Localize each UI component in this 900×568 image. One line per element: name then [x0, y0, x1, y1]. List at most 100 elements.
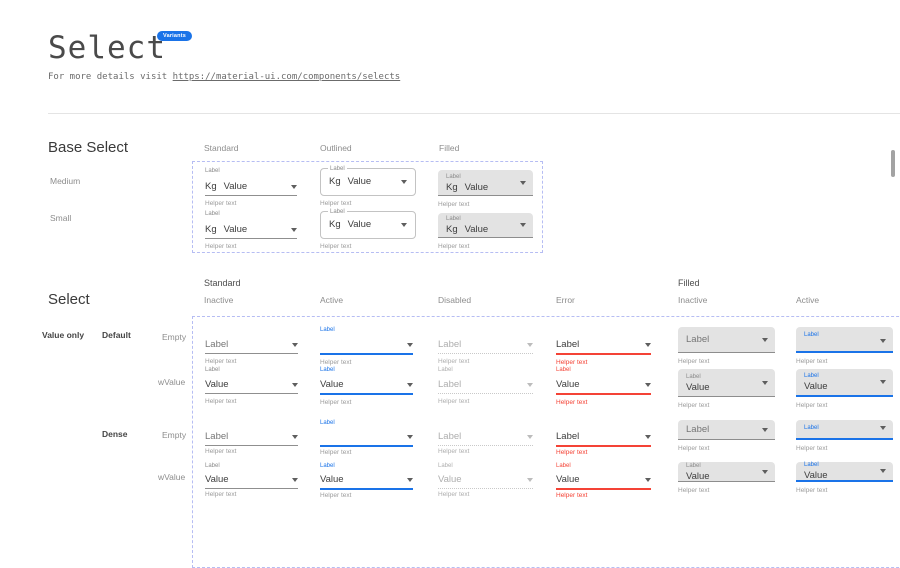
details-prefix: For more details visit	[48, 72, 173, 82]
select-standard-error-wvalue: Label Value Helper text	[556, 366, 651, 406]
dropdown-arrow-icon	[527, 435, 533, 439]
row-label-default: Default	[102, 330, 131, 340]
select-value: Value	[438, 474, 462, 485]
helper-text: Helper text	[320, 200, 352, 207]
dropdown-arrow-icon	[527, 343, 533, 347]
helper-text: Helper text	[556, 449, 588, 456]
select-label: Label	[320, 463, 335, 469]
select-input[interactable]: Value	[320, 375, 413, 395]
select-input[interactable]: Label Kg Value	[320, 208, 416, 239]
dropdown-arrow-icon	[880, 469, 886, 473]
dropdown-arrow-icon	[292, 478, 298, 482]
helper-text: Helper text	[438, 491, 470, 498]
helper-text: Helper text	[796, 487, 828, 494]
adornment-text: Kg	[205, 224, 217, 235]
details-line: For more details visit https://material-…	[48, 72, 400, 82]
dropdown-arrow-icon	[762, 337, 768, 342]
select-value: Kg Value	[329, 219, 372, 230]
select-label	[438, 326, 533, 335]
select-input[interactable]: Label	[205, 335, 298, 354]
helper-text: Helper text	[796, 445, 828, 452]
dropdown-arrow-icon	[401, 180, 407, 184]
page-title: Select	[48, 30, 166, 66]
helper-text: Helper text	[438, 358, 470, 365]
select-value: Value	[804, 470, 828, 481]
base-select-filled-medium: Label Kg Value Helper text	[438, 170, 533, 208]
dropdown-arrow-icon	[645, 435, 651, 439]
group-header-filled: Filled	[678, 278, 700, 288]
select-label: Label	[438, 463, 453, 469]
select-input[interactable]: Label Value	[796, 369, 893, 397]
select-input[interactable]	[320, 428, 413, 447]
select-filled-active-wvalue: Label Value Helper text	[796, 369, 893, 409]
helper-text: Helper text	[556, 492, 588, 499]
select-standard-disabled-wvalue-dense: Label Value Helper text	[438, 462, 533, 498]
select-filled-inactive-empty: Label Helper text	[678, 327, 775, 365]
select-input: Label	[438, 335, 533, 354]
select-input[interactable]: Label Value	[796, 462, 893, 482]
base-select-filled-small: Label Kg Value Helper text	[438, 213, 533, 250]
select-value: Value	[205, 379, 229, 390]
select-value: Value	[205, 474, 229, 485]
select-input[interactable]: Value	[556, 375, 651, 395]
select-input[interactable]: Label	[556, 428, 651, 447]
select-label	[205, 419, 298, 428]
dropdown-arrow-icon	[292, 435, 298, 439]
select-value: Value	[556, 379, 580, 390]
select-standard-inactive-wvalue-dense: Label Value Helper text	[205, 462, 298, 498]
select-input[interactable]: Label	[796, 327, 893, 353]
select-label: Label	[556, 463, 571, 469]
select-input[interactable]: Label	[796, 420, 893, 440]
select-label	[438, 419, 533, 428]
dropdown-arrow-icon	[527, 383, 533, 387]
helper-text: Helper text	[205, 200, 237, 207]
select-input[interactable]: Value	[205, 375, 298, 394]
select-input[interactable]: Label Value	[678, 462, 775, 482]
select-value: Kg Value	[205, 224, 248, 235]
select-input[interactable]: Label Kg Value	[320, 165, 416, 196]
select-input[interactable]: Label Kg Value	[438, 170, 533, 196]
select-input[interactable]: Value	[556, 471, 651, 490]
select-label: Label	[804, 462, 819, 468]
helper-text: Helper text	[205, 243, 237, 250]
select-input[interactable]: Label Kg Value	[438, 213, 533, 238]
column-header-error: Error	[556, 295, 575, 305]
select-filled-inactive-wvalue-dense: Label Value Helper text	[678, 462, 775, 494]
helper-text: Helper text	[320, 399, 352, 406]
select-input[interactable]: Label Value	[678, 369, 775, 397]
select-value: Value	[556, 474, 580, 485]
row-label-dense: Dense	[102, 429, 128, 439]
scrollbar-thumb[interactable]	[891, 150, 895, 177]
select-filled-inactive-empty-dense: Label Helper text	[678, 420, 775, 452]
helper-text: Helper text	[438, 398, 470, 405]
select-value: Kg Value	[205, 181, 248, 192]
select-input[interactable]: Label	[205, 428, 298, 446]
helper-text: Helper text	[205, 448, 237, 455]
select-label: Label	[804, 425, 819, 431]
select-label: Label	[328, 165, 347, 173]
helper-text: Helper text	[320, 449, 352, 456]
select-input[interactable]: Value	[320, 471, 413, 490]
dropdown-arrow-icon	[291, 185, 297, 189]
select-heading: Select	[48, 291, 90, 308]
select-input[interactable]	[320, 335, 413, 355]
select-filled-active-wvalue-dense: Label Value Helper text	[796, 462, 893, 494]
select-input[interactable]: Label	[556, 335, 651, 355]
select-input[interactable]: Label	[678, 420, 775, 440]
adornment-text: Kg	[446, 181, 458, 193]
select-label: Label	[320, 327, 335, 333]
dropdown-arrow-icon	[520, 180, 526, 185]
select-input[interactable]: Kg Value	[205, 176, 297, 196]
select-input[interactable]: Value	[205, 471, 298, 489]
dropdown-arrow-icon	[292, 343, 298, 347]
select-value: Kg Value	[446, 224, 489, 235]
dropdown-arrow-icon	[762, 469, 768, 474]
select-input[interactable]: Kg Value	[205, 219, 297, 239]
select-standard-disabled-wvalue: Label Label Helper text	[438, 366, 533, 405]
select-value: Kg Value	[329, 176, 372, 187]
select-input[interactable]: Label	[678, 327, 775, 353]
select-standard-error-wvalue-dense: Label Value Helper text	[556, 462, 651, 499]
material-ui-link[interactable]: https://material-ui.com/components/selec…	[172, 72, 401, 82]
select-input: Value	[438, 471, 533, 489]
select-value: Label	[438, 339, 462, 350]
